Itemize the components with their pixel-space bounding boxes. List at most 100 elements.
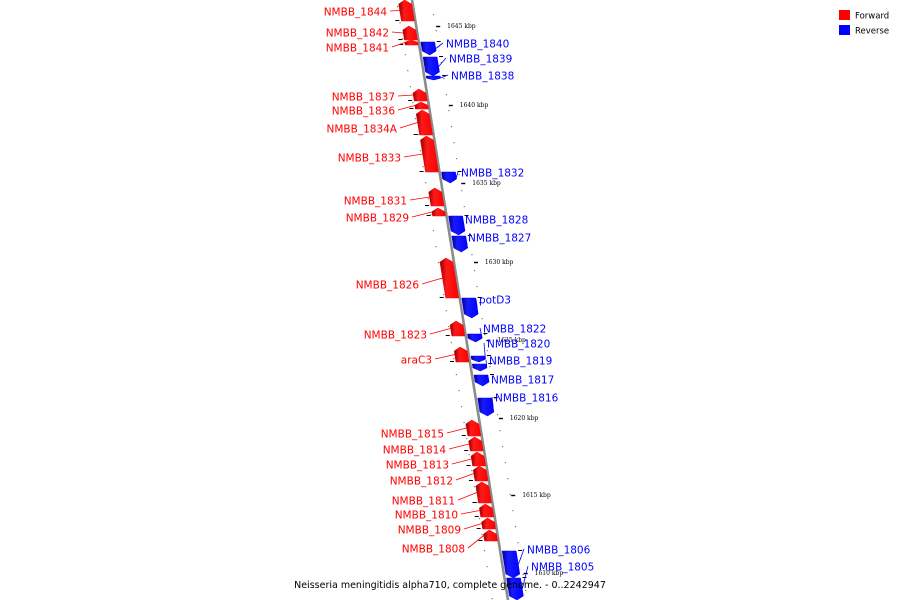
gene-nmbb_1826[interactable]: NMBB_1826 [356, 257, 459, 299]
gene-label[interactable]: NMBB_1811 [392, 496, 455, 508]
gene-nmbb_1832[interactable]: NMBB_1832 [441, 168, 525, 184]
reverse-gene-arrow[interactable] [471, 363, 488, 372]
reverse-gene-arrow[interactable] [467, 333, 483, 343]
forward-gene-arrow[interactable] [465, 419, 482, 437]
gene-nmbb_1831[interactable]: NMBB_1831 [344, 187, 445, 208]
forward-gene-arrow[interactable] [398, 0, 415, 22]
gene-label[interactable]: NMBB_1831 [344, 196, 407, 208]
gene-nmbb_1842[interactable]: NMBB_1842 [326, 25, 418, 41]
gene-nmbb_1810[interactable]: NMBB_1810 [395, 503, 494, 522]
gene-nmbb_1827[interactable]: NMBB_1827 [451, 233, 531, 253]
gene-nmbb_1823[interactable]: NMBB_1823 [364, 320, 466, 342]
gene-label[interactable]: NMBB_1820 [487, 339, 550, 351]
reverse-gene-arrow[interactable] [461, 297, 479, 319]
forward-gene-arrow[interactable] [404, 39, 419, 46]
gene-label[interactable]: NMBB_1823 [364, 330, 427, 342]
gene-label[interactable]: NMBB_1819 [489, 356, 552, 368]
gene-label[interactable]: potD3 [479, 295, 511, 307]
forward-gene-arrow[interactable] [483, 529, 498, 542]
gene-label[interactable]: NMBB_1832 [461, 168, 524, 180]
reverse-gene-arrow[interactable] [441, 171, 457, 184]
gene-nmbb_1836[interactable]: NMBB_1836 [332, 101, 429, 118]
gene-nmbb_1839[interactable]: NMBB_1839 [422, 54, 512, 77]
gene-nmbb_1838[interactable]: NMBB_1838 [425, 71, 514, 83]
forward-gene-arrow[interactable] [481, 517, 496, 530]
gene-arac3[interactable]: araC3 [401, 346, 470, 367]
gene-nmbb_1812[interactable]: NMBB_1812 [390, 465, 489, 488]
gene-label[interactable]: NMBB_1810 [395, 510, 458, 522]
gene-label[interactable]: NMBB_1836 [332, 106, 396, 118]
forward-gene-arrow[interactable] [439, 257, 459, 299]
gene-label[interactable]: NMBB_1844 [324, 7, 388, 19]
gene-label[interactable]: NMBB_1838 [451, 71, 514, 83]
gene-nmbb_1840[interactable]: NMBB_1840 [420, 39, 510, 56]
forward-gene-arrow[interactable] [475, 481, 492, 504]
gene-label[interactable]: NMBB_1828 [465, 215, 528, 227]
forward-gene-arrow[interactable] [453, 346, 470, 363]
gene-label[interactable]: NMBB_1805 [531, 562, 594, 574]
gene-nmbb_1844[interactable]: NMBB_1844 [324, 0, 415, 22]
reverse-gene-arrow[interactable] [506, 577, 524, 600]
gene-label[interactable]: NMBB_1809 [398, 525, 461, 537]
gene-nmbb_1811[interactable]: NMBB_1811 [392, 481, 492, 508]
gene-label[interactable]: NMBB_1808 [402, 544, 465, 556]
gene-nmbb_1815[interactable]: NMBB_1815 [381, 419, 482, 441]
gene-label[interactable]: NMBB_1806 [527, 545, 591, 557]
forward-gene-arrow[interactable] [412, 88, 428, 102]
forward-gene-arrow[interactable] [468, 436, 484, 452]
gene-nmbb_1806[interactable]: NMBB_1806 [501, 545, 591, 579]
forward-gene-arrow[interactable] [479, 503, 494, 518]
gene-label[interactable]: NMBB_1827 [468, 233, 531, 245]
gene-label[interactable]: NMBB_1837 [332, 92, 395, 104]
gene-label[interactable]: NMBB_1842 [326, 28, 389, 40]
gene-label[interactable]: NMBB_1841 [326, 43, 389, 55]
reverse-gene-arrow[interactable] [425, 75, 441, 81]
gene-label[interactable]: NMBB_1822 [483, 324, 546, 336]
gene-nmbb_1837[interactable]: NMBB_1837 [332, 88, 428, 104]
gene-nmbb_1817[interactable]: NMBB_1817 [473, 374, 554, 387]
forward-gene-arrow[interactable] [420, 135, 439, 173]
gene-nmbb_1814[interactable]: NMBB_1814 [383, 436, 484, 457]
forward-gene-arrow[interactable] [414, 101, 429, 110]
gene-nmbb_1819[interactable]: NMBB_1819 [471, 356, 552, 372]
forward-gene-arrow[interactable] [472, 465, 489, 482]
gene-label[interactable]: NMBB_1839 [449, 54, 512, 66]
gene-nmbb_1805[interactable]: NMBB_1805 [506, 562, 595, 600]
gene-label[interactable]: NMBB_1814 [383, 445, 447, 457]
gene-nmbb_1809[interactable]: NMBB_1809 [398, 517, 496, 537]
forward-gene-arrow[interactable] [428, 187, 445, 207]
gene-label[interactable]: NMBB_1829 [346, 213, 409, 225]
gene-label[interactable]: NMBB_1813 [386, 460, 449, 472]
gene-label[interactable]: NMBB_1833 [338, 153, 401, 165]
reverse-gene-arrow[interactable] [420, 41, 437, 56]
reverse-gene-arrow[interactable] [477, 397, 495, 417]
gene-label[interactable]: araC3 [401, 355, 432, 367]
gene-label[interactable]: NMBB_1815 [381, 429, 444, 441]
gene-nmbb_1813[interactable]: NMBB_1813 [386, 451, 486, 472]
reverse-gene-arrow[interactable] [448, 215, 466, 236]
gene-nmbb_1841[interactable]: NMBB_1841 [326, 39, 419, 55]
gene-nmbb_1834a[interactable]: NMBB_1834A [327, 109, 433, 136]
gene-nmbb_1816[interactable]: NMBB_1816 [477, 393, 559, 417]
forward-gene-arrow[interactable] [431, 207, 446, 217]
gene-nmbb_1808[interactable]: NMBB_1808 [402, 529, 498, 556]
gene-potd3[interactable]: potD3 [461, 295, 511, 319]
gene-nmbb_1833[interactable]: NMBB_1833 [338, 135, 439, 173]
gene-label[interactable]: NMBB_1816 [495, 393, 559, 405]
gene-label[interactable]: NMBB_1812 [390, 476, 453, 488]
gene-label[interactable]: NMBB_1840 [446, 39, 509, 51]
forward-gene-arrow[interactable] [415, 109, 433, 136]
gene-nmbb_1829[interactable]: NMBB_1829 [346, 207, 446, 225]
reverse-gene-arrow[interactable] [470, 355, 486, 363]
reverse-gene-arrow[interactable] [451, 235, 468, 253]
reverse-gene-arrow[interactable] [422, 56, 440, 77]
gene-nmbb_1828[interactable]: NMBB_1828 [448, 215, 529, 236]
reverse-gene-arrow[interactable] [501, 550, 521, 579]
forward-gene-arrow[interactable] [449, 320, 466, 337]
reverse-gene-arrow[interactable] [473, 374, 490, 387]
gene-label[interactable]: NMBB_1834A [327, 124, 398, 136]
gene-nmbb_1820[interactable]: NMBB_1820 [470, 339, 550, 363]
gene-label[interactable]: NMBB_1817 [491, 375, 554, 387]
gene-nmbb_1822[interactable]: NMBB_1822 [467, 324, 546, 343]
gene-label[interactable]: NMBB_1826 [356, 280, 420, 292]
